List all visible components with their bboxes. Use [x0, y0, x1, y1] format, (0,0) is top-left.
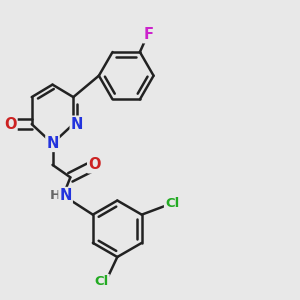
Text: O: O	[4, 117, 16, 132]
Text: N: N	[46, 136, 59, 151]
Text: F: F	[143, 27, 153, 42]
Text: O: O	[88, 158, 101, 172]
Text: Cl: Cl	[94, 275, 109, 288]
Text: N: N	[71, 117, 83, 132]
Text: Cl: Cl	[165, 197, 179, 210]
Text: H: H	[50, 189, 61, 202]
Text: N: N	[59, 188, 72, 203]
